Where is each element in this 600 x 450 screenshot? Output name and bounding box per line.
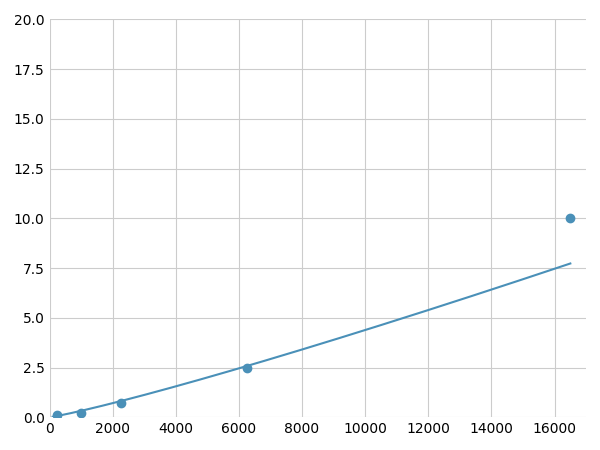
Point [116, 400, 125, 407]
Point [53, 412, 62, 419]
Point [76, 410, 86, 417]
Point [242, 364, 251, 371]
Point [566, 215, 575, 222]
